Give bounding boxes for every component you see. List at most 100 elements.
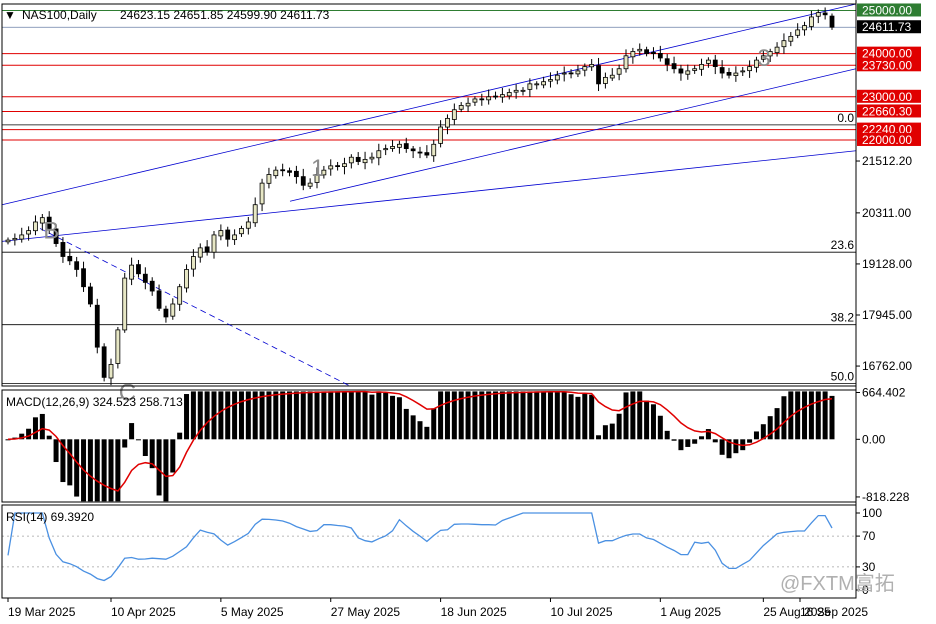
candle-body (252, 204, 258, 224)
macd-bar (712, 439, 718, 443)
macd-tick-label: 0.00 (862, 432, 886, 446)
price-tick-label: 20311.00 (862, 206, 911, 220)
macd-bar (417, 421, 423, 440)
macd-bar (534, 391, 540, 440)
macd-bar (575, 396, 581, 440)
macd-bar (623, 392, 629, 440)
macd-bar (190, 391, 196, 440)
candle-body (307, 182, 313, 187)
candle-body (156, 290, 162, 309)
candle-body (568, 72, 574, 75)
macd-bar (520, 391, 526, 440)
wave-label: 3 (757, 45, 770, 72)
macd-bar (444, 391, 450, 440)
candle-body (616, 68, 622, 75)
macd-bar (657, 415, 663, 440)
candle-body (190, 256, 196, 270)
candle-body (300, 176, 306, 186)
candle-body (774, 46, 780, 54)
macd-bar (211, 391, 217, 440)
candle-body (657, 53, 663, 59)
macd-bar (644, 400, 650, 440)
macd-bar (232, 391, 238, 440)
candle-body (486, 96, 492, 101)
macd-bar (280, 391, 286, 440)
current-price-tag (857, 20, 921, 34)
channel-lower-line (289, 68, 857, 202)
macd-bar (177, 432, 183, 440)
macd-bar (156, 439, 162, 496)
candle-body (184, 269, 189, 289)
macd-bar (705, 429, 711, 440)
fib-label: 38.2 (831, 311, 855, 325)
candle-body (664, 58, 670, 65)
channel-upper-line (1, 3, 857, 206)
candle-body (795, 29, 801, 36)
macd-bar (26, 428, 32, 440)
candle-body (541, 81, 546, 86)
candle-body (122, 277, 128, 331)
macd-bar (493, 391, 499, 440)
candle-body (232, 234, 238, 241)
candle-body (94, 304, 100, 348)
candle-body (280, 169, 286, 172)
price-tick-label: 25000.00 (862, 3, 912, 17)
candle-body (328, 165, 334, 170)
candle-body (335, 165, 341, 168)
candle-body (259, 182, 265, 205)
price-tag (857, 122, 921, 136)
macd-bar (568, 394, 574, 440)
macd-bar (829, 395, 835, 440)
macd-bar (348, 391, 354, 440)
macd-bar (602, 425, 608, 440)
price-tick-label: 22000.00 (862, 133, 912, 147)
candle-body (740, 70, 746, 73)
macd-bar (245, 391, 251, 440)
price-tag (857, 104, 921, 118)
macd-bar (781, 396, 787, 440)
candle-body (53, 228, 59, 244)
dashed-downtrend-line (39, 228, 351, 387)
macd-bar (74, 439, 80, 497)
macd-bar (685, 439, 691, 447)
candle-body (46, 216, 52, 229)
candle-body (67, 255, 73, 262)
candle-body (561, 72, 567, 75)
candle-body (266, 174, 272, 184)
candle-body (788, 35, 794, 42)
candle-body (822, 12, 828, 16)
macd-bar (218, 391, 224, 440)
date-tick-label: 16 Sep 2025 (800, 605, 868, 619)
candle-body (136, 264, 141, 275)
macd-bar (506, 391, 512, 440)
candle-body (342, 163, 347, 167)
fib-label: 50.0 (831, 369, 855, 383)
macd-bar (451, 391, 457, 440)
candle-body (513, 89, 519, 93)
macd-bar (266, 391, 272, 440)
fib-label: 23.6 (831, 238, 855, 252)
macd-bar (67, 439, 73, 486)
macd-bar (376, 391, 382, 440)
macd-bar (335, 391, 341, 440)
support-trend-line (1, 150, 857, 242)
symbol-dropdown-arrow[interactable]: ▼ (4, 8, 16, 22)
macd-bar (328, 391, 334, 440)
price-tag (857, 58, 921, 72)
candle-body (733, 72, 739, 76)
price-tick-label: 24611.73 (862, 20, 911, 34)
macd-bar (197, 391, 203, 440)
candle-body (472, 98, 478, 103)
candle-body (671, 63, 677, 70)
macd-bar (60, 439, 66, 483)
candle-body (39, 217, 45, 224)
candle-body (5, 239, 11, 243)
macd-bar (142, 439, 148, 457)
macd-bar (561, 391, 567, 440)
macd-bar (307, 391, 313, 440)
macd-header: MACD(12,26,9) 324.523 258.713 (6, 395, 183, 409)
macd-bar (699, 436, 705, 440)
candle-body (712, 59, 718, 67)
macd-bar (321, 391, 327, 440)
candle-body (197, 247, 203, 258)
